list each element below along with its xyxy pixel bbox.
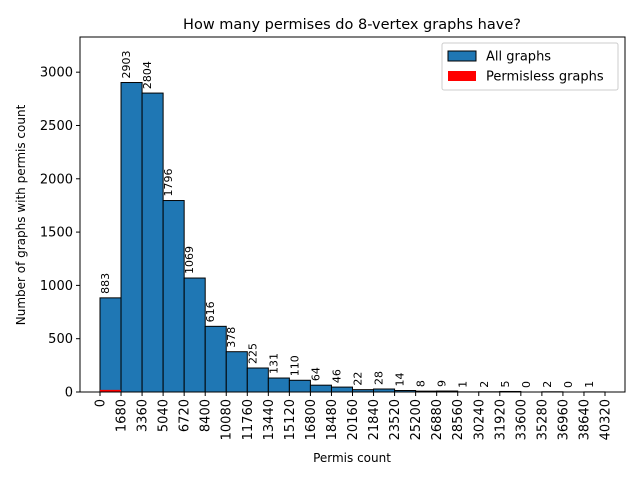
x-tick-label-13: 21840 bbox=[367, 399, 382, 440]
bar-value-label-7: 225 bbox=[246, 343, 259, 364]
bar-all-graphs-1 bbox=[120, 82, 143, 393]
bar-value-label-9: 110 bbox=[288, 355, 301, 376]
x-tick-label-7: 11760 bbox=[241, 399, 256, 440]
x-tick-label-18: 30240 bbox=[472, 399, 487, 440]
bar-value-label-19: 5 bbox=[499, 380, 512, 387]
bar-value-label-15: 8 bbox=[415, 380, 428, 387]
bar-value-label-17: 1 bbox=[457, 381, 470, 388]
bar-value-label-18: 2 bbox=[478, 381, 491, 388]
legend-box bbox=[441, 42, 619, 91]
x-tick-label-6: 10080 bbox=[220, 399, 235, 440]
bar-all-graphs-10 bbox=[309, 384, 332, 393]
x-tick-label-19: 31920 bbox=[493, 399, 508, 440]
x-tick-label-4: 6720 bbox=[178, 399, 193, 432]
y-tick-label-4: 2000 bbox=[40, 172, 73, 187]
x-tick-label-10: 16800 bbox=[304, 399, 319, 440]
x-tick-label-23: 38640 bbox=[577, 399, 592, 440]
y-tick-label-0: 0 bbox=[65, 386, 73, 401]
x-tick-label-0: 0 bbox=[93, 399, 108, 407]
x-axis-title: Permis count bbox=[313, 451, 391, 465]
x-tick-label-15: 25200 bbox=[409, 399, 424, 440]
bar-value-label-21: 2 bbox=[541, 381, 554, 388]
y-tick-label-1: 500 bbox=[48, 332, 73, 347]
x-tick-label-11: 18480 bbox=[325, 399, 340, 440]
bar-value-label-16: 9 bbox=[436, 380, 449, 387]
x-tick-label-2: 3360 bbox=[136, 399, 151, 432]
bar-all-graphs-0 bbox=[99, 297, 122, 393]
x-tick-label-24: 40320 bbox=[599, 399, 614, 440]
bar-value-label-11: 46 bbox=[330, 369, 343, 383]
bar-all-graphs-7 bbox=[246, 367, 269, 393]
bar-value-label-1: 2903 bbox=[120, 51, 133, 79]
legend-swatch-0 bbox=[447, 50, 477, 62]
bar-value-label-23: 1 bbox=[583, 381, 596, 388]
bar-value-label-0: 883 bbox=[99, 273, 112, 294]
bar-all-graphs-4 bbox=[183, 277, 206, 393]
bar-value-label-20: 0 bbox=[520, 381, 533, 388]
bar-value-label-2: 2804 bbox=[141, 61, 154, 89]
x-tick-label-8: 13440 bbox=[262, 399, 277, 440]
bar-value-label-22: 0 bbox=[562, 381, 575, 388]
legend-label-1: Permisless graphs bbox=[486, 70, 604, 85]
bar-value-label-12: 22 bbox=[352, 372, 365, 386]
x-tick-label-14: 23520 bbox=[388, 399, 403, 440]
bar-permisless-0 bbox=[99, 389, 122, 392]
bar-value-label-4: 1069 bbox=[183, 246, 196, 274]
bar-value-label-6: 378 bbox=[225, 327, 238, 348]
bar-value-label-10: 64 bbox=[309, 367, 322, 381]
bar-all-graphs-5 bbox=[204, 325, 227, 393]
x-tick-label-9: 15120 bbox=[283, 399, 298, 440]
bar-all-graphs-8 bbox=[267, 377, 290, 393]
bar-value-label-8: 131 bbox=[267, 353, 280, 374]
x-tick-label-5: 8400 bbox=[199, 399, 214, 432]
x-tick-label-22: 36960 bbox=[556, 399, 571, 440]
bar-value-label-13: 28 bbox=[373, 371, 386, 385]
bar-value-label-5: 616 bbox=[204, 301, 217, 322]
x-tick-label-20: 33600 bbox=[514, 399, 529, 440]
bar-all-graphs-6 bbox=[225, 351, 248, 393]
x-tick-label-21: 35280 bbox=[535, 399, 550, 440]
y-axis-title: Number of graphs with permis count bbox=[14, 104, 28, 325]
bar-all-graphs-2 bbox=[141, 92, 164, 393]
x-tick-label-3: 5040 bbox=[157, 399, 172, 432]
bar-value-label-14: 14 bbox=[394, 373, 407, 387]
y-tick-label-5: 2500 bbox=[40, 119, 73, 134]
bar-value-label-3: 1796 bbox=[162, 169, 175, 197]
y-tick-label-2: 1000 bbox=[40, 279, 73, 294]
legend-label-0: All graphs bbox=[486, 50, 551, 65]
legend-swatch-1 bbox=[448, 71, 476, 81]
bar-all-graphs-3 bbox=[162, 200, 185, 393]
x-tick-label-1: 1680 bbox=[115, 399, 130, 432]
x-tick-label-17: 28560 bbox=[451, 399, 466, 440]
y-tick-label-6: 3000 bbox=[40, 66, 73, 81]
y-tick-label-3: 1500 bbox=[40, 226, 73, 241]
bar-all-graphs-9 bbox=[288, 379, 311, 393]
x-tick-label-16: 26880 bbox=[430, 399, 445, 440]
x-tick-label-12: 20160 bbox=[346, 399, 361, 440]
legend: All graphs Permisless graphs bbox=[441, 42, 619, 91]
chart-title: How many permises do 8-vertex graphs hav… bbox=[183, 17, 521, 33]
bar-all-graphs-11 bbox=[330, 386, 353, 393]
